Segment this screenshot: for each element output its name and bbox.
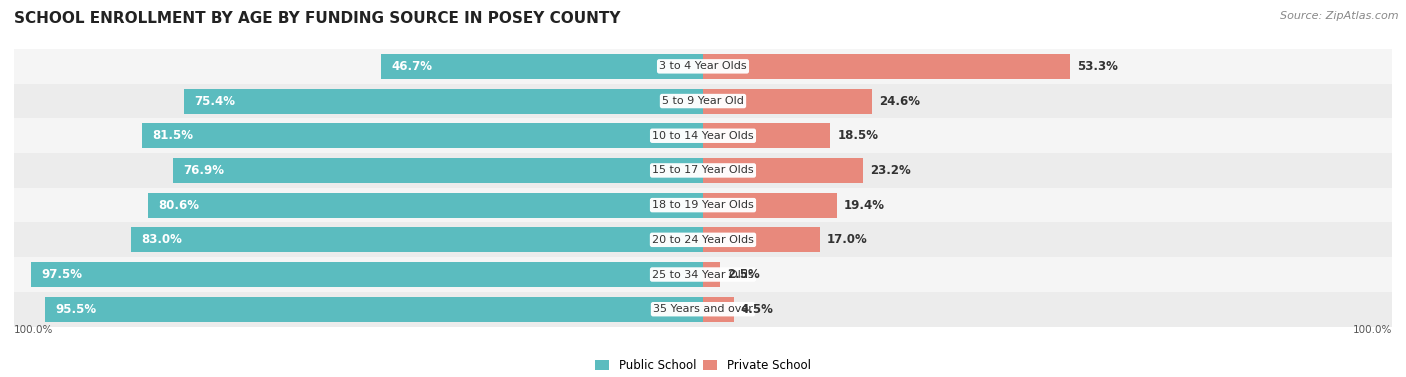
Text: 17.0%: 17.0% xyxy=(827,233,868,246)
Text: Source: ZipAtlas.com: Source: ZipAtlas.com xyxy=(1281,11,1399,21)
Bar xyxy=(703,158,863,183)
Legend: Public School, Private School: Public School, Private School xyxy=(591,354,815,377)
Text: 97.5%: 97.5% xyxy=(42,268,83,281)
Bar xyxy=(31,262,703,287)
Bar xyxy=(131,227,703,252)
Bar xyxy=(14,49,1392,84)
Bar xyxy=(703,54,1070,79)
Text: 5 to 9 Year Old: 5 to 9 Year Old xyxy=(662,96,744,106)
Text: 80.6%: 80.6% xyxy=(157,199,200,211)
Text: 15 to 17 Year Olds: 15 to 17 Year Olds xyxy=(652,166,754,175)
Text: 75.4%: 75.4% xyxy=(194,95,235,107)
Text: 95.5%: 95.5% xyxy=(55,303,97,316)
Bar xyxy=(703,193,837,218)
Bar xyxy=(184,89,703,113)
Text: 76.9%: 76.9% xyxy=(184,164,225,177)
Bar xyxy=(703,297,734,322)
Text: 53.3%: 53.3% xyxy=(1077,60,1118,73)
Bar xyxy=(14,84,1392,118)
Text: 2.5%: 2.5% xyxy=(727,268,759,281)
Text: 24.6%: 24.6% xyxy=(879,95,921,107)
Text: 4.5%: 4.5% xyxy=(741,303,773,316)
Bar xyxy=(14,222,1392,257)
Text: 35 Years and over: 35 Years and over xyxy=(652,304,754,314)
Text: 10 to 14 Year Olds: 10 to 14 Year Olds xyxy=(652,131,754,141)
Text: 18.5%: 18.5% xyxy=(838,129,879,142)
Text: 23.2%: 23.2% xyxy=(870,164,911,177)
Text: 100.0%: 100.0% xyxy=(14,325,53,335)
Bar xyxy=(148,193,703,218)
Bar xyxy=(14,153,1392,188)
Bar xyxy=(703,123,831,148)
Text: SCHOOL ENROLLMENT BY AGE BY FUNDING SOURCE IN POSEY COUNTY: SCHOOL ENROLLMENT BY AGE BY FUNDING SOUR… xyxy=(14,11,620,26)
Bar xyxy=(173,158,703,183)
Text: 20 to 24 Year Olds: 20 to 24 Year Olds xyxy=(652,235,754,245)
Bar xyxy=(14,118,1392,153)
Bar xyxy=(14,292,1392,326)
Bar xyxy=(703,227,820,252)
Bar xyxy=(381,54,703,79)
Text: 81.5%: 81.5% xyxy=(152,129,193,142)
Bar xyxy=(142,123,703,148)
Text: 83.0%: 83.0% xyxy=(142,233,183,246)
Text: 25 to 34 Year Olds: 25 to 34 Year Olds xyxy=(652,270,754,279)
Bar xyxy=(703,89,873,113)
Text: 18 to 19 Year Olds: 18 to 19 Year Olds xyxy=(652,200,754,210)
Bar xyxy=(14,188,1392,222)
Text: 19.4%: 19.4% xyxy=(844,199,884,211)
Bar xyxy=(14,257,1392,292)
Bar xyxy=(45,297,703,322)
Text: 46.7%: 46.7% xyxy=(392,60,433,73)
Text: 100.0%: 100.0% xyxy=(1353,325,1392,335)
Bar xyxy=(703,262,720,287)
Text: 3 to 4 Year Olds: 3 to 4 Year Olds xyxy=(659,61,747,71)
